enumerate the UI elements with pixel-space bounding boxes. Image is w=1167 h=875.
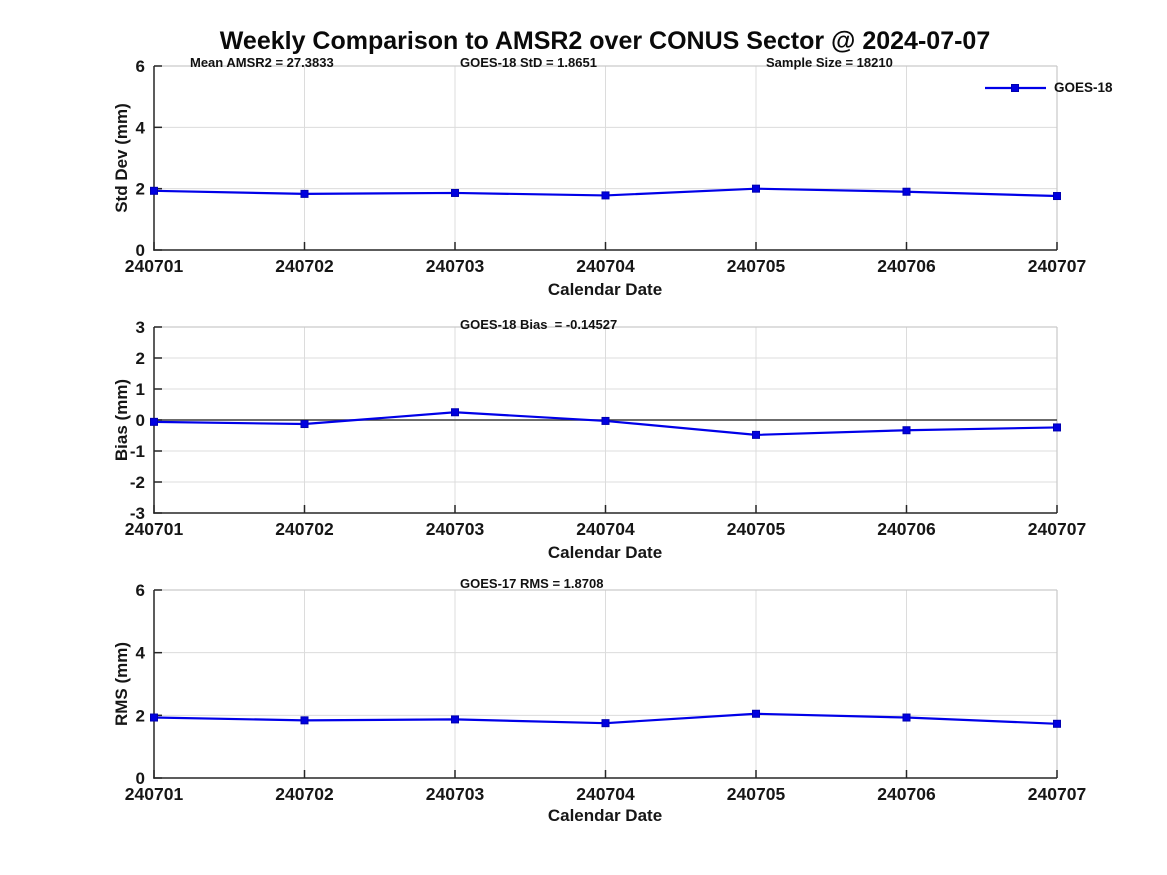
ytick-label: -3 [130, 504, 145, 523]
ytick-label: 2 [136, 706, 145, 725]
xtick-label: 240705 [727, 256, 786, 276]
xtick-label: 240702 [275, 519, 334, 539]
annotation-goes17-rms: GOES-17 RMS = 1.8708 [460, 576, 604, 591]
ytick-label: 3 [136, 318, 145, 337]
data-point [1053, 423, 1061, 432]
ylabel-std-dev: Std Dev (mm) [112, 103, 131, 213]
xtick-label: 240701 [125, 519, 184, 539]
xtick-label: 240701 [125, 784, 184, 804]
data-point [752, 184, 760, 193]
data-point [601, 416, 610, 425]
ytick-label: 2 [136, 180, 145, 199]
data-point [752, 430, 760, 439]
legend: GOES-18 [984, 80, 1113, 95]
xlabel-calendar-date-1: Calendar Date [547, 280, 663, 299]
data-point [1053, 719, 1061, 728]
ytick-label: -2 [130, 473, 145, 492]
data-point [150, 713, 158, 722]
xtick-label: 240707 [1028, 784, 1086, 804]
ytick-label: 4 [136, 644, 146, 663]
xtick-label: 240703 [426, 256, 485, 276]
ytick-label: -1 [130, 442, 145, 461]
data-point [601, 719, 610, 728]
xtick-label: 240707 [1028, 519, 1086, 539]
xtick-label: 240704 [576, 256, 635, 276]
legend-label: GOES-18 [1054, 80, 1113, 95]
data-point [902, 713, 911, 722]
ytick-label: 6 [136, 581, 145, 600]
panel-rms: 0 2 4 6 240701 240702 240703 240704 240705 240706… [125, 581, 1086, 804]
legend-marker-icon [1011, 83, 1019, 92]
annotation-goes18-bias: GOES-18 Bias = -0.14527 [460, 317, 618, 332]
ytick-label: 0 [136, 241, 145, 260]
ytick-label: 0 [136, 769, 145, 788]
ylabel-rms: RMS (mm) [112, 641, 131, 727]
data-point [150, 186, 158, 195]
xtick-label: 240705 [727, 519, 786, 539]
ytick-label: 1 [136, 380, 145, 399]
xtick-label: 240705 [727, 784, 786, 804]
xlabel-calendar-date-2: Calendar Date [547, 543, 663, 562]
xtick-label: 240704 [576, 519, 635, 539]
xtick-label: 240706 [877, 784, 936, 804]
data-point [1053, 192, 1061, 201]
data-point [150, 417, 158, 426]
data-point [300, 189, 309, 198]
ytick-label: 4 [136, 118, 146, 137]
ylabel-bias: Bias (mm) [112, 378, 131, 462]
xtick-label: 240701 [125, 256, 184, 276]
data-point [451, 408, 459, 417]
annotation-goes18-std: GOES-18 StD = 1.8651 [460, 55, 597, 70]
data-point [902, 426, 911, 435]
data-point [752, 709, 760, 718]
data-point [601, 191, 610, 200]
xtick-label: 240703 [426, 519, 485, 539]
xtick-label: 240703 [426, 784, 485, 804]
figure-title: Weekly Comparison to AMSR2 over CONUS Se… [219, 27, 991, 55]
data-point [300, 716, 309, 725]
xtick-label: 240704 [576, 784, 635, 804]
xtick-label: 240702 [275, 256, 334, 276]
xtick-label: 240706 [877, 256, 936, 276]
panel-std-dev: 0 2 4 6 240701 240702 240703 240704 240705 240706… [125, 57, 1086, 276]
xtick-label: 240702 [275, 784, 334, 804]
data-point [451, 715, 459, 724]
annotation-sample-size: Sample Size = 18210 [766, 55, 893, 70]
xtick-label: 240707 [1028, 256, 1086, 276]
data-point [300, 420, 309, 429]
ytick-label: 0 [136, 411, 145, 430]
legend-line-sample [985, 83, 1046, 92]
data-point [902, 187, 911, 196]
ytick-label: 2 [136, 349, 145, 368]
annotation-mean-amsr2: Mean AMSR2 = 27.3833 [190, 55, 334, 70]
xtick-label: 240706 [877, 519, 936, 539]
data-point [451, 188, 459, 197]
panel-bias: -3 -2 -1 0 1 2 3 240701 240702 240703 240704 240705… [125, 318, 1086, 539]
ytick-label: 6 [136, 57, 145, 76]
xlabel-calendar-date-3: Calendar Date [547, 806, 663, 825]
